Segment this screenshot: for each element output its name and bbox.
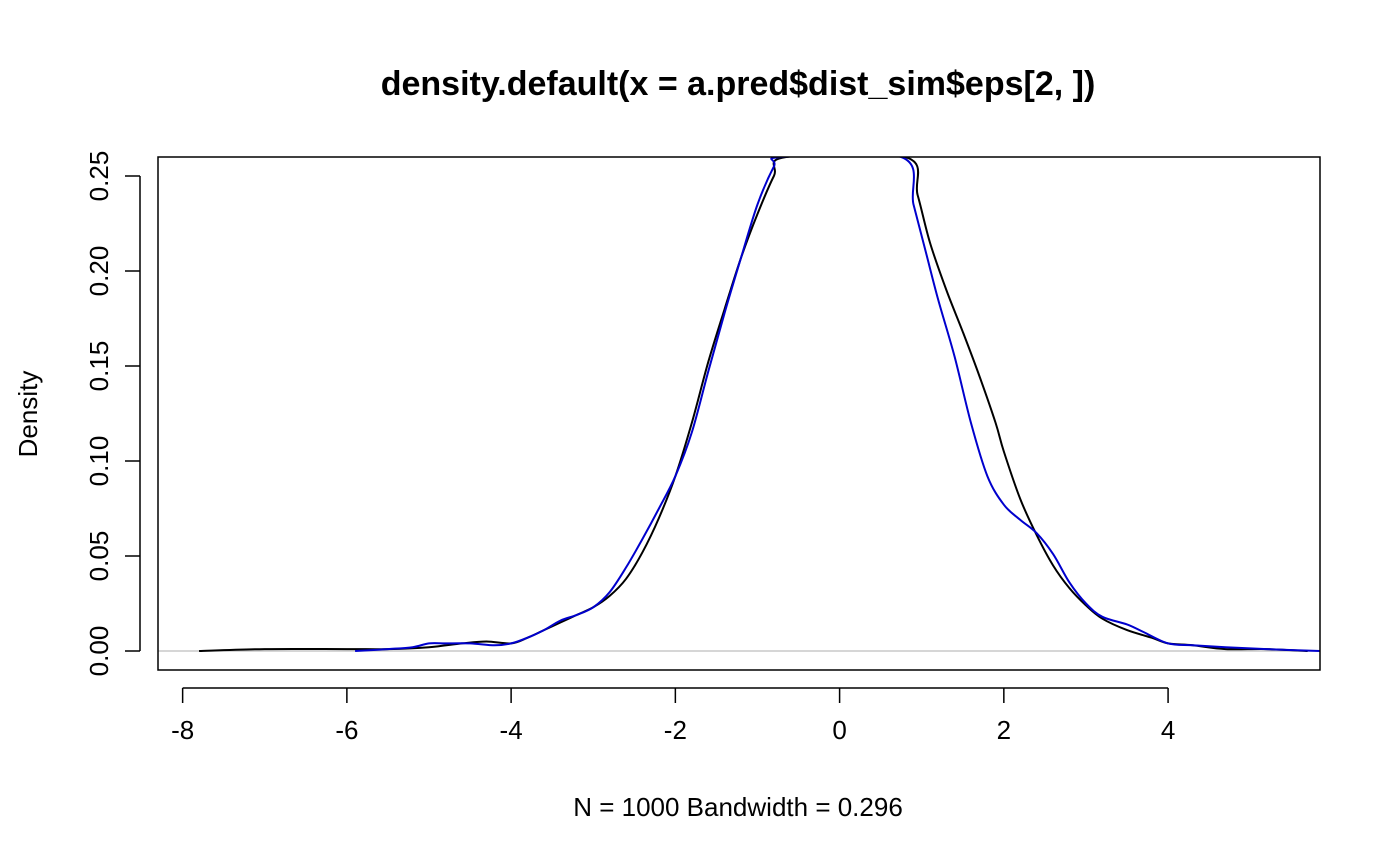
x-tick-label: -4 bbox=[500, 715, 523, 745]
series-line-2 bbox=[355, 157, 1320, 652]
y-tick-label: 0.15 bbox=[84, 341, 114, 392]
y-tick-label: 0.10 bbox=[84, 436, 114, 487]
y-axis-label: Density bbox=[13, 371, 43, 458]
plot-frame bbox=[157, 156, 1321, 671]
y-axis: 0.00 0.05 0.10 0.15 0.20 0.25 bbox=[84, 151, 141, 677]
chart-title: density.default(x = a.pred$dist_sim$eps[… bbox=[381, 65, 1096, 103]
series-line-1 bbox=[199, 157, 1308, 652]
x-tick-label: -2 bbox=[664, 715, 687, 745]
x-tick-label: -6 bbox=[335, 715, 358, 745]
y-tick-label: 0.20 bbox=[84, 246, 114, 297]
y-tick-label: 0.00 bbox=[84, 626, 114, 677]
x-tick-label: 2 bbox=[997, 715, 1011, 745]
y-tick-label: 0.05 bbox=[84, 531, 114, 582]
x-tick-label: -8 bbox=[171, 715, 194, 745]
x-tick-label: 4 bbox=[1161, 715, 1175, 745]
x-axis: -8 -6 -4 -2 0 2 4 bbox=[171, 687, 1175, 745]
y-tick-label: 0.25 bbox=[84, 151, 114, 202]
x-axis-label: N = 1000 Bandwidth = 0.296 bbox=[573, 792, 903, 822]
plot-region bbox=[158, 157, 1320, 652]
x-tick-label: 0 bbox=[832, 715, 846, 745]
